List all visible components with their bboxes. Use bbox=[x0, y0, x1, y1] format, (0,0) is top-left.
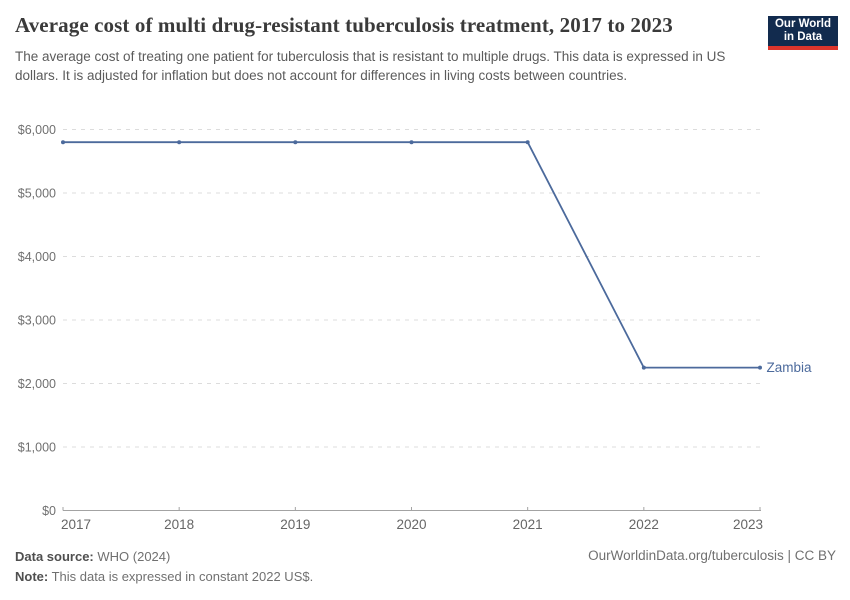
data-point bbox=[525, 140, 530, 145]
data-point bbox=[641, 365, 646, 370]
chart-title: Average cost of multi drug-resistant tub… bbox=[15, 13, 673, 37]
data-source-label: Data source: bbox=[15, 549, 94, 564]
footer-link[interactable]: OurWorldinData.org/tuberculosis | CC BY bbox=[588, 548, 836, 563]
x-axis-tick-label: 2018 bbox=[164, 517, 194, 532]
y-axis-tick-label: $3,000 bbox=[18, 314, 56, 328]
chart-subtitle: The average cost of treating one patient… bbox=[15, 49, 726, 83]
y-axis-tick-label: $4,000 bbox=[18, 250, 56, 264]
y-axis-tick-label: $0 bbox=[42, 504, 56, 518]
x-axis-tick-label: 2019 bbox=[280, 517, 310, 532]
series-line bbox=[62, 141, 761, 369]
x-axis-tick-label: 2022 bbox=[629, 517, 659, 532]
note-value: This data is expressed in constant 2022 … bbox=[51, 568, 314, 584]
data-point bbox=[61, 140, 65, 145]
data-point bbox=[758, 365, 762, 370]
y-axis-tick-label: $2,000 bbox=[18, 377, 56, 391]
data-point bbox=[409, 140, 414, 145]
y-axis-tick-label: $1,000 bbox=[18, 441, 56, 455]
owid-logo-line1: Our World bbox=[774, 18, 831, 30]
chart-header: Average cost of multi drug-resistant tub… bbox=[15, 10, 755, 85]
x-axis-tick-label: 2021 bbox=[513, 517, 543, 532]
data-point bbox=[293, 140, 298, 145]
data-point bbox=[177, 140, 182, 145]
x-axis-tick-label: 2023 bbox=[733, 517, 763, 532]
data-source-line: Data source: WHO (2024) bbox=[15, 547, 313, 567]
owid-logo[interactable]: Our World in Data bbox=[768, 16, 838, 50]
series-end-label: Zambia bbox=[767, 360, 813, 375]
x-axis-tick-label: 2017 bbox=[61, 517, 91, 532]
y-axis-tick-label: $5,000 bbox=[18, 187, 56, 201]
footer-left: Data source: WHO (2024) Note: This data … bbox=[15, 547, 313, 586]
owid-logo-line2: in Data bbox=[783, 31, 823, 43]
data-source-value: WHO (2024) bbox=[97, 549, 171, 564]
y-axis-tick-label: $6,000 bbox=[18, 123, 56, 137]
x-axis-tick-label: 2020 bbox=[396, 517, 426, 532]
note-label: Note: bbox=[15, 568, 49, 584]
note-line: Note: This data is expressed in constant… bbox=[15, 567, 313, 587]
